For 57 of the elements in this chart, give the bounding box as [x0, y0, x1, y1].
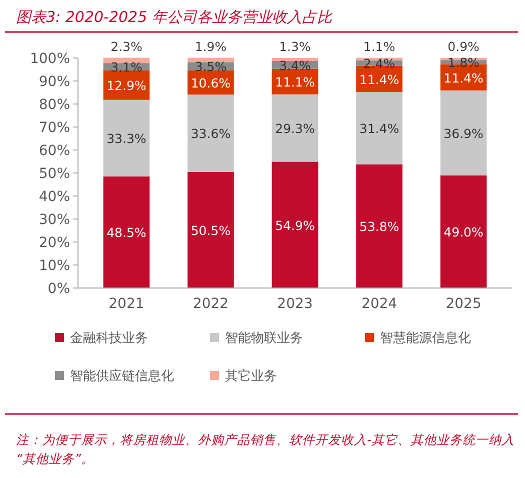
bar [440, 90, 487, 176]
data-label: 29.3% [275, 121, 315, 136]
y-tick-label: 0% [48, 281, 70, 297]
data-label: 48.5% [106, 225, 146, 240]
legend-label: 其它业务 [225, 368, 277, 384]
bar [188, 172, 234, 288]
bar [103, 176, 150, 288]
data-label: 53.8% [359, 219, 400, 234]
bar [272, 94, 318, 162]
bar [356, 92, 402, 164]
data-label: 1.3% [279, 39, 311, 54]
legend-label: 智能供应链信息化 [70, 368, 174, 384]
bar [188, 94, 234, 172]
y-tick-label: 40% [38, 189, 70, 205]
bar [103, 100, 150, 176]
x-tick-label: 2023 [277, 296, 313, 312]
y-tick-label: 100% [30, 51, 70, 67]
data-label: 2.3% [110, 38, 142, 54]
data-label: 1.9% [194, 38, 227, 54]
x-tick-label: 2022 [192, 296, 229, 312]
bar [272, 162, 318, 288]
legend-label: 金融科技业务 [70, 331, 148, 346]
data-label: 11.4% [359, 72, 400, 87]
data-label: 1.1% [363, 38, 396, 54]
y-tick-label: 60% [38, 143, 70, 159]
bar [356, 164, 402, 288]
x-tick-label: 2024 [361, 296, 398, 312]
legend-label: 智能物联业务 [225, 331, 303, 346]
data-label: 10.6% [190, 75, 231, 90]
data-label: 50.5% [190, 222, 231, 238]
data-label: 3.1% [110, 60, 142, 75]
y-tick-label: 50% [38, 166, 70, 182]
y-tick-label: 30% [38, 212, 70, 228]
text: 注：为便于展示，将房租物业、外购产品销售、软件开发收入-其它、其他业务统一纳入“其他业务”。 [16, 432, 515, 466]
legend-label: 智慧能源信息化 [380, 331, 471, 346]
data-label: 31.4% [359, 121, 400, 136]
data-label: 0.9% [448, 39, 480, 54]
y-tick-label: 10% [38, 258, 70, 274]
data-label: 33.3% [106, 131, 146, 146]
data-label: 12.9% [106, 78, 146, 94]
chart-title: 图表3: 2020-2025 年公司各业务营业收入占比 [16, 8, 333, 26]
y-tick-label: 70% [38, 120, 70, 136]
data-label: 11.1% [275, 74, 315, 90]
x-tick-label: 2021 [108, 296, 144, 312]
y-tick-label: 20% [38, 235, 70, 251]
data-label: 11.4% [444, 70, 484, 86]
data-label: 3.5% [194, 59, 227, 74]
bar [272, 58, 318, 61]
y-tick-label: 80% [38, 97, 70, 113]
data-label: 54.9% [275, 218, 315, 233]
data-label: 3.4% [279, 58, 311, 73]
x-tick-label: 2025 [446, 296, 482, 312]
bar [440, 175, 487, 288]
data-label: 36.9% [444, 126, 484, 141]
data-label: 49.0% [444, 224, 484, 240]
y-tick-label: 90% [38, 74, 70, 90]
data-label: 33.6% [190, 126, 231, 142]
